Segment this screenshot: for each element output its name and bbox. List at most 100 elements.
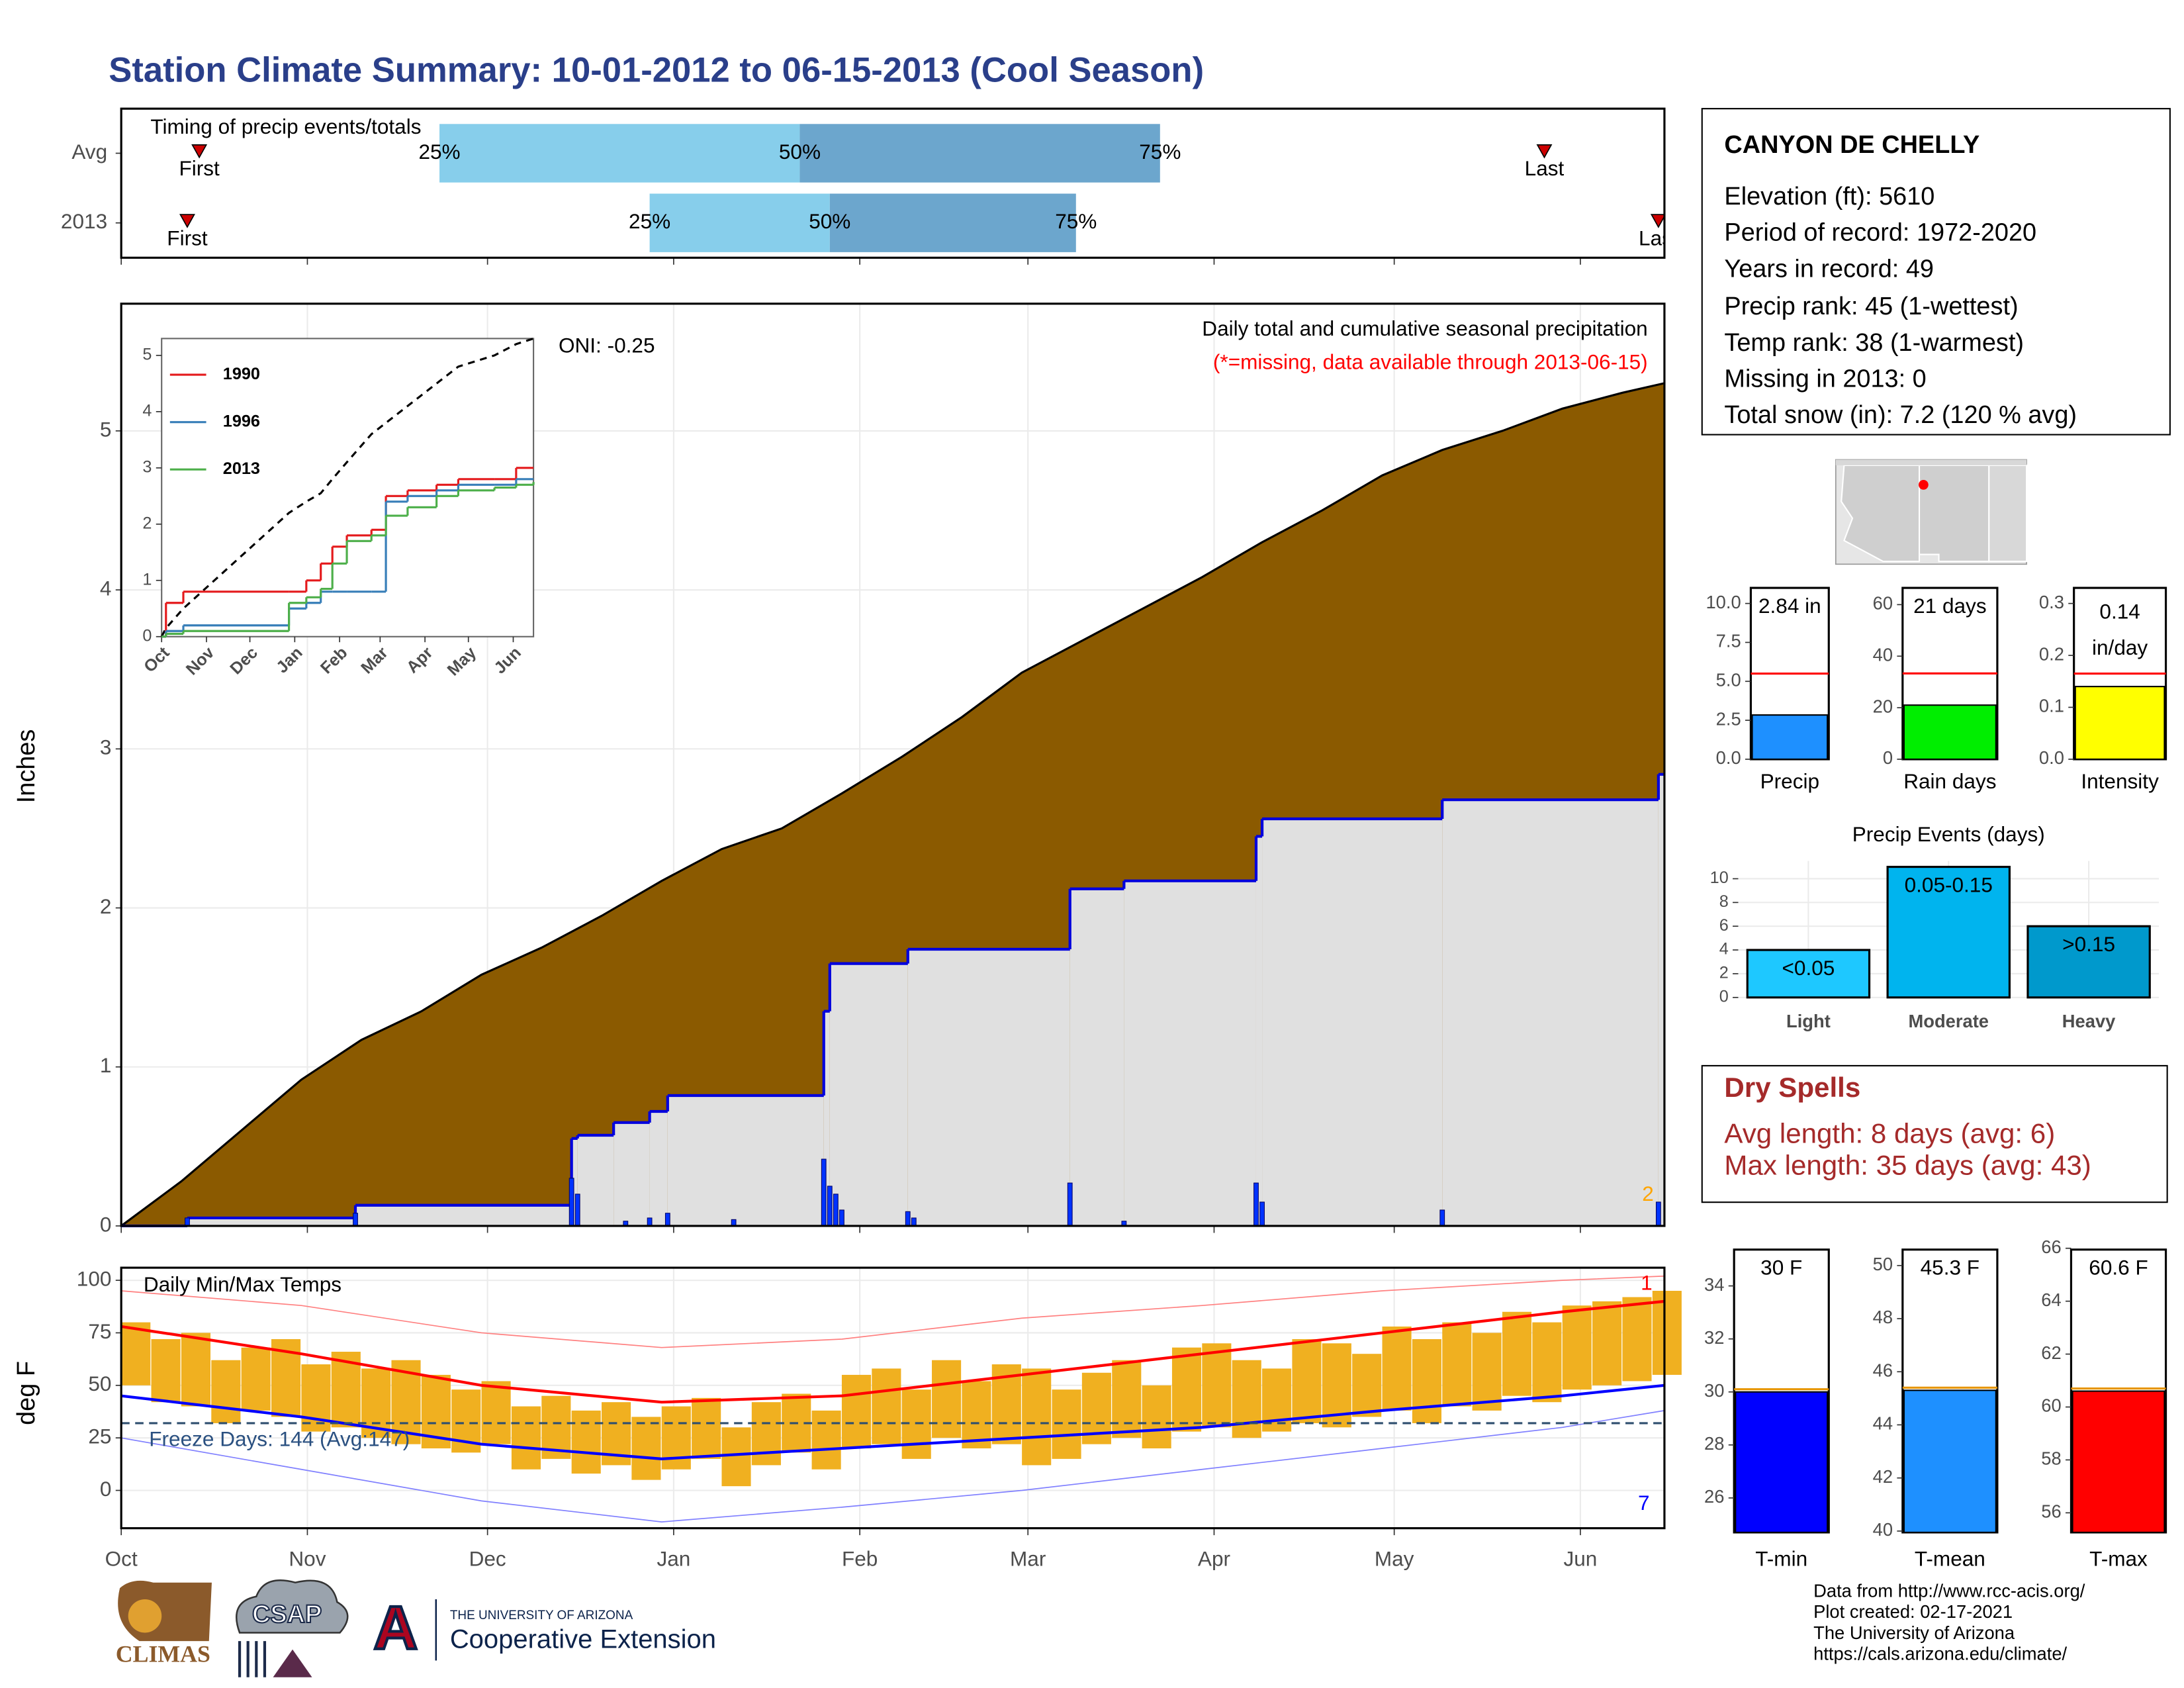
x-tick-label: Feb: [842, 1546, 878, 1570]
footer-line: Data from http://www.rcc-acis.org/: [1813, 1581, 2085, 1601]
daily-temp-bar: [1382, 1326, 1412, 1411]
y-tick-label: 1: [142, 570, 152, 588]
daily-temp-bar: [1442, 1322, 1472, 1407]
station-line: Elevation (ft): 5610: [1724, 183, 1934, 211]
station-name: CANYON DE CHELLY: [1724, 131, 1979, 159]
y-tick-label: 64: [2041, 1289, 2061, 1310]
dry-spells-line: Avg length: 8 days (avg: 6): [1724, 1117, 2055, 1149]
y-tick-label: 10: [1710, 868, 1729, 887]
ua-name: THE UNIVERSITY OF ARIZONA: [450, 1609, 633, 1622]
gauge-bar: [1903, 704, 1997, 760]
daily-temp-bar: [692, 1397, 721, 1459]
footer-line: https://cals.arizona.edu/climate/: [1813, 1643, 2067, 1664]
bar: [1746, 949, 1871, 999]
station-line: Total snow (in): 7.2 (120 % avg): [1724, 401, 2077, 429]
event-label: First: [179, 156, 220, 180]
quartile-bar: [649, 193, 830, 252]
extension-name: Cooperative Extension: [450, 1625, 716, 1654]
step-fill: [1442, 800, 1659, 1226]
page-title: Station Climate Summary: 10-01-2012 to 0…: [109, 50, 1204, 89]
y-tick-label: 0.0: [2039, 747, 2064, 768]
y-tick-label: 0: [1719, 987, 1729, 1006]
x-tick-label: Light: [1786, 1011, 1831, 1031]
y-axis-label: deg F: [13, 1361, 40, 1425]
step-fill: [829, 963, 908, 1226]
x-tick-label: Dec: [469, 1546, 506, 1570]
bin-label: >0.15: [2062, 932, 2115, 956]
footer-line: Plot created: 02-17-2021: [1813, 1601, 2013, 1622]
bar: [1886, 865, 2011, 999]
y-tick-label: 62: [2041, 1342, 2061, 1363]
station-line: Missing in 2013: 0: [1724, 365, 1926, 393]
daily-temp-bar: [1472, 1333, 1502, 1411]
y-tick-label: 50: [1873, 1254, 1893, 1274]
map-state: [1919, 464, 1990, 563]
y-tick-label: 4: [100, 576, 112, 600]
y-tick-label: 0: [100, 1212, 112, 1236]
panel-border: [120, 1266, 1666, 1530]
chart-title: Daily Min/Max Temps: [144, 1272, 341, 1296]
daily-precip-bar: [569, 1178, 574, 1227]
percentile-label: 75%: [1139, 140, 1181, 164]
gauge-name: Precip: [1760, 769, 1819, 793]
gauge-unit-label: in/day: [2092, 635, 2148, 659]
daily-temp-bar: [481, 1381, 511, 1444]
y-tick-label: 2: [1719, 964, 1729, 982]
step-riser: [165, 482, 535, 637]
percentile-label: 50%: [809, 209, 850, 233]
y-tick-label: 40: [1873, 1519, 1893, 1540]
gauge-name: T-min: [1755, 1546, 1807, 1570]
x-tick-label: Heavy: [2062, 1011, 2116, 1031]
daily-temp-bar: [1292, 1338, 1322, 1423]
quartile-bar: [439, 124, 800, 183]
percentile-label: 50%: [779, 140, 821, 164]
event-label: First: [167, 226, 208, 250]
y-tick-label: 44: [1873, 1413, 1893, 1434]
y-tick-label: 32: [1704, 1327, 1724, 1348]
average-line: [160, 337, 534, 637]
daily-temp-bar: [1112, 1360, 1142, 1438]
locator-map: [1835, 459, 2028, 565]
daily-temp-bar: [1202, 1343, 1232, 1428]
x-tick-label: Moderate: [1908, 1011, 1989, 1031]
y-tick-label: 4: [142, 402, 152, 420]
y-tick-label: 48: [1873, 1307, 1893, 1327]
step-fill: [907, 949, 1070, 1226]
daily-precip-bar: [905, 1211, 911, 1227]
step-fill: [1124, 880, 1256, 1226]
daily-precip-bar: [353, 1213, 358, 1227]
dry-spells-line: Max length: 35 days (avg: 43): [1724, 1150, 2091, 1181]
daily-temp-bar: [631, 1417, 661, 1480]
station-marker: [1919, 479, 1929, 490]
y-tick-label: 100: [77, 1266, 112, 1290]
csap-emblem: [273, 1649, 312, 1677]
y-tick-label: 30: [1704, 1380, 1724, 1401]
daily-precip-bar: [833, 1194, 839, 1227]
daily-temp-bar: [121, 1322, 151, 1385]
daily-temp-bar: [1592, 1301, 1622, 1385]
chart-title: Precip Events (days): [1852, 822, 2045, 846]
daily-precip-bar: [911, 1217, 917, 1227]
bin-label: 0.05-0.15: [1905, 872, 1993, 896]
y-tick-label: 56: [2041, 1501, 2061, 1522]
daily-temp-bar: [181, 1333, 211, 1407]
gauge-name: T-mean: [1915, 1546, 1985, 1570]
percentile-label: 25%: [629, 209, 670, 233]
gauge-bar: [1735, 1391, 1829, 1533]
csap-logo-text: CSAP: [252, 1601, 322, 1628]
gauge-name: Intensity: [2081, 769, 2159, 793]
y-tick-label: 1: [100, 1053, 112, 1077]
step-fill: [649, 1111, 668, 1226]
station-box: [1701, 108, 2171, 436]
event-marker: [1650, 214, 1664, 228]
x-tick-label: Apr: [1198, 1546, 1230, 1570]
bar: [2026, 925, 2151, 999]
daily-temp-bar: [241, 1347, 271, 1411]
daily-precip-bar: [1259, 1201, 1265, 1227]
gauge-value-label: 45.3 F: [1921, 1256, 1979, 1280]
chart-title: Daily total and cumulative seasonal prec…: [1202, 316, 1647, 340]
y-tick-label: 0.3: [2039, 592, 2064, 612]
map-state: [1988, 464, 2028, 563]
daily-precip-bar: [1655, 1201, 1661, 1227]
